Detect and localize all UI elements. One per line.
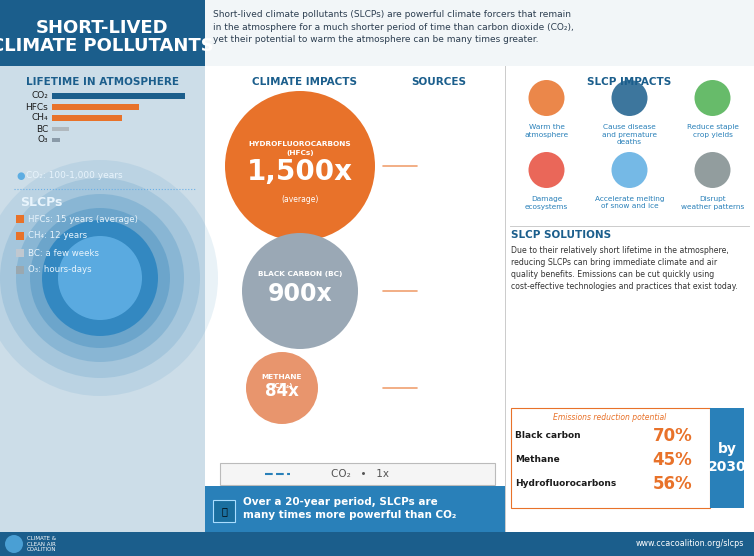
Bar: [52, 115, 122, 121]
Bar: [710, 408, 744, 508]
Text: CO₂   •   1x: CO₂ • 1x: [331, 469, 389, 479]
Bar: [511, 408, 710, 508]
Text: Hydrofluorocarbons: Hydrofluorocarbons: [515, 479, 616, 489]
Text: Accelerate melting
of snow and ice: Accelerate melting of snow and ice: [595, 196, 664, 210]
Text: CO₂: CO₂: [31, 92, 48, 101]
Text: Cause disease
and premature
deaths: Cause disease and premature deaths: [602, 124, 657, 145]
Circle shape: [0, 160, 218, 396]
Circle shape: [694, 80, 731, 116]
Bar: [505, 66, 506, 532]
Bar: [0, 532, 754, 556]
Bar: [0, 66, 205, 532]
Text: 📅: 📅: [221, 506, 227, 516]
Bar: [52, 93, 185, 99]
Text: SOURCES: SOURCES: [412, 77, 467, 87]
Circle shape: [5, 535, 23, 553]
Circle shape: [42, 220, 158, 336]
Text: 56%: 56%: [653, 475, 692, 493]
Circle shape: [0, 178, 200, 378]
Text: (CH₄): (CH₄): [271, 383, 293, 389]
Text: CH₄: 12 years: CH₄: 12 years: [28, 231, 87, 241]
Bar: [16, 249, 24, 257]
Circle shape: [242, 233, 358, 349]
Bar: [16, 266, 24, 274]
Bar: [220, 463, 495, 485]
Text: CO₂: 100-1,000 years: CO₂: 100-1,000 years: [26, 171, 123, 181]
Circle shape: [529, 80, 565, 116]
Text: Over a 20-year period, SLCPs are
many times more powerful than CO₂: Over a 20-year period, SLCPs are many ti…: [243, 497, 456, 520]
Text: BC: a few weeks: BC: a few weeks: [28, 249, 99, 257]
Text: METHANE: METHANE: [262, 374, 302, 380]
Text: ●: ●: [16, 171, 24, 181]
Text: LIFETIME IN ATMOSPHERE: LIFETIME IN ATMOSPHERE: [26, 77, 179, 87]
Text: O₃: hours-days: O₃: hours-days: [28, 266, 92, 275]
Text: HYDROFLUOROCARBONS: HYDROFLUOROCARBONS: [249, 141, 351, 146]
Bar: [16, 232, 24, 240]
Text: Black carbon: Black carbon: [515, 431, 581, 440]
Text: SLCP SOLUTIONS: SLCP SOLUTIONS: [511, 230, 611, 240]
Text: CLIMATE POLLUTANTS: CLIMATE POLLUTANTS: [0, 37, 214, 55]
Text: Damage
ecosystems: Damage ecosystems: [525, 196, 568, 210]
Bar: [52, 138, 60, 142]
Text: BLACK CARBON (BC): BLACK CARBON (BC): [258, 271, 342, 276]
Bar: [0, 0, 205, 66]
Text: 70%: 70%: [653, 427, 692, 445]
Text: 900x: 900x: [268, 282, 333, 306]
Bar: [205, 486, 505, 532]
Circle shape: [16, 194, 184, 362]
Text: HFCs: HFCs: [25, 102, 48, 112]
Text: Emissions reduction potential: Emissions reduction potential: [553, 414, 666, 423]
Bar: [52, 104, 139, 110]
Text: by
2030: by 2030: [708, 443, 746, 474]
Text: SLCP IMPACTS: SLCP IMPACTS: [587, 77, 672, 87]
Text: Due to their relatively short lifetime in the atmosphere,
reducing SLCPs can bri: Due to their relatively short lifetime i…: [511, 246, 737, 291]
Circle shape: [225, 91, 375, 241]
Text: CLIMATE IMPACTS: CLIMATE IMPACTS: [252, 77, 357, 87]
Text: (HFCs): (HFCs): [287, 150, 314, 156]
Text: CLIMATE &
CLEAN AIR
COALITION: CLIMATE & CLEAN AIR COALITION: [27, 535, 57, 552]
Text: Methane: Methane: [515, 455, 559, 464]
Text: www.ccacoalition.org/slcps: www.ccacoalition.org/slcps: [636, 539, 744, 549]
Text: 45%: 45%: [653, 451, 692, 469]
Circle shape: [30, 208, 170, 348]
Circle shape: [694, 152, 731, 188]
Text: Disrupt
weather patterns: Disrupt weather patterns: [681, 196, 744, 210]
Text: CH₄: CH₄: [32, 113, 48, 122]
Text: SLCPs: SLCPs: [20, 196, 63, 210]
Text: SHORT-LIVED: SHORT-LIVED: [36, 19, 169, 37]
Bar: [213, 500, 235, 522]
Text: (average): (average): [281, 195, 319, 204]
Circle shape: [611, 152, 648, 188]
Text: Reduce staple
crop yields: Reduce staple crop yields: [687, 124, 738, 137]
Bar: [205, 0, 754, 66]
Bar: [52, 127, 69, 131]
Circle shape: [529, 152, 565, 188]
Text: BC: BC: [35, 125, 48, 133]
Text: HFCs: 15 years (average): HFCs: 15 years (average): [28, 215, 138, 224]
Text: O₃: O₃: [38, 136, 48, 145]
Text: Short-lived climate pollutants (SLCPs) are powerful climate forcers that remain
: Short-lived climate pollutants (SLCPs) a…: [213, 10, 574, 44]
Text: 84x: 84x: [265, 382, 299, 400]
Circle shape: [246, 352, 318, 424]
Circle shape: [611, 80, 648, 116]
Bar: [16, 215, 24, 223]
Text: 1,500x: 1,500x: [247, 158, 353, 186]
Circle shape: [58, 236, 142, 320]
Text: Warm the
atmosphere: Warm the atmosphere: [525, 124, 569, 137]
